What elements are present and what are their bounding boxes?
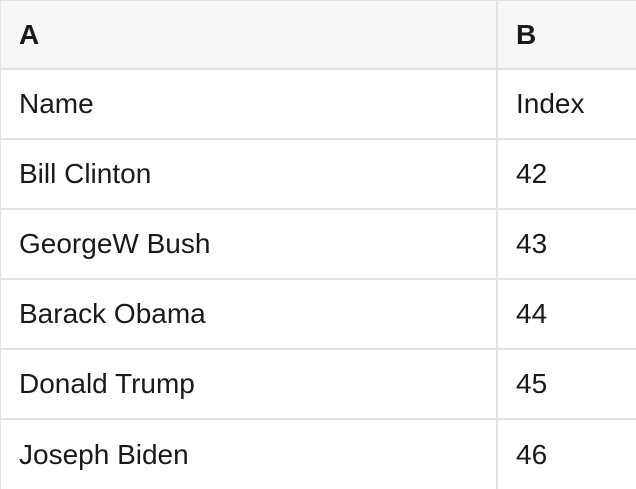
- name-cell[interactable]: Bill Clinton: [1, 140, 498, 208]
- table-row: Donald Trump 45: [1, 350, 636, 420]
- index-cell[interactable]: Index: [516, 88, 585, 119]
- table-row: Joseph Biden 46: [1, 420, 636, 489]
- index-cell[interactable]: 44: [516, 298, 548, 329]
- table-row: Barack Obama 44: [1, 280, 636, 350]
- table-row: Bill Clinton 42: [1, 140, 636, 210]
- name-cell[interactable]: Joseph Biden: [1, 420, 498, 489]
- index-cell[interactable]: 42: [516, 158, 548, 189]
- column-header-row: A B: [1, 1, 636, 70]
- table-row: Name Index: [1, 70, 636, 140]
- index-cell[interactable]: 46: [516, 438, 548, 470]
- column-header-b[interactable]: B: [516, 18, 537, 50]
- table-row: GeorgeW Bush 43: [1, 210, 636, 280]
- name-cell[interactable]: GeorgeW Bush: [1, 210, 498, 278]
- name-cell[interactable]: Name: [1, 70, 498, 138]
- index-cell[interactable]: 43: [516, 228, 548, 259]
- name-cell[interactable]: Barack Obama: [1, 280, 498, 348]
- column-header-a[interactable]: A: [1, 1, 498, 68]
- name-cell[interactable]: Donald Trump: [1, 350, 498, 418]
- index-cell[interactable]: 45: [516, 368, 548, 399]
